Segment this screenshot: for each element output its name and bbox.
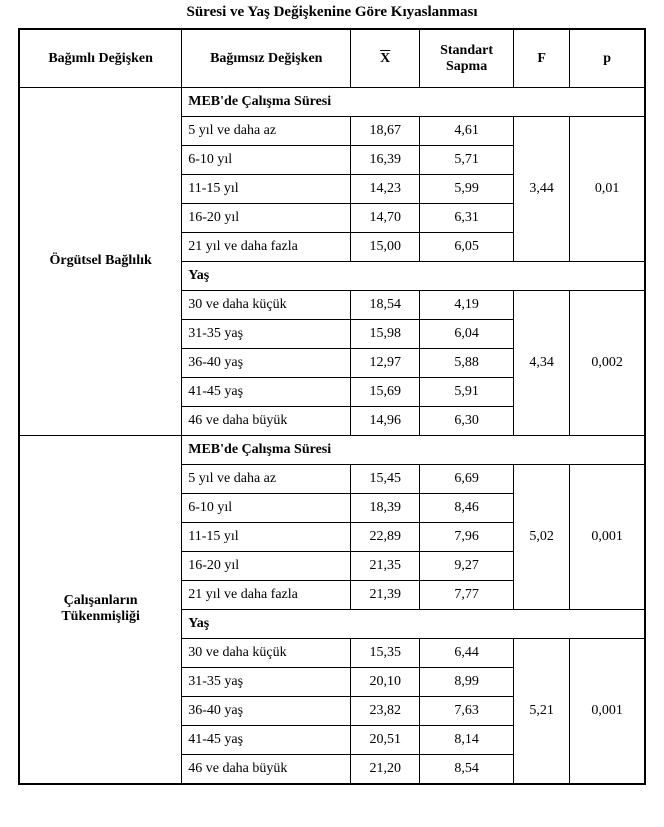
sd-cell: 4,61	[420, 116, 514, 145]
sd-cell: 6,44	[420, 638, 514, 667]
table-body: Örgütsel BağlılıkMEB'de Çalışma Süresi5 …	[19, 87, 645, 784]
header-row: Bağımlı Değişken Bağımsız Değişken X Sta…	[19, 29, 645, 87]
mean-cell: 18,54	[351, 290, 420, 319]
mean-cell: 20,10	[351, 667, 420, 696]
hdr-sd: Standart Sapma	[420, 29, 514, 87]
mean-cell: 20,51	[351, 725, 420, 754]
mean-cell: 21,20	[351, 754, 420, 784]
p-cell: 0,01	[570, 116, 645, 261]
sd-cell: 8,99	[420, 667, 514, 696]
category-cell: 16-20 yıl	[182, 203, 351, 232]
mean-cell: 22,89	[351, 522, 420, 551]
F-cell: 5,21	[514, 638, 570, 784]
category-cell: 41-45 yaş	[182, 377, 351, 406]
mean-cell: 18,67	[351, 116, 420, 145]
title-line-1: Süresi ve Yaş Değişkenine Göre Kıyaslanm…	[187, 4, 478, 20]
sd-cell: 4,19	[420, 290, 514, 319]
sd-cell: 8,46	[420, 493, 514, 522]
table-head: Bağımlı Değişken Bağımsız Değişken X Sta…	[19, 29, 645, 87]
block-label-cell: Yaş	[182, 261, 645, 290]
category-cell: 5 yıl ve daha az	[182, 116, 351, 145]
hdr-p: p	[570, 29, 645, 87]
category-cell: 31-35 yaş	[182, 319, 351, 348]
xbar-symbol: X	[379, 51, 391, 67]
p-cell: 0,001	[570, 638, 645, 784]
sd-cell: 9,27	[420, 551, 514, 580]
F-cell: 3,44	[514, 116, 570, 261]
block-label-cell: MEB'de Çalışma Süresi	[182, 435, 645, 464]
mean-cell: 21,39	[351, 580, 420, 609]
category-cell: 30 ve daha küçük	[182, 638, 351, 667]
mean-cell: 16,39	[351, 145, 420, 174]
category-cell: 11-15 yıl	[182, 174, 351, 203]
sd-cell: 5,71	[420, 145, 514, 174]
category-cell: 41-45 yaş	[182, 725, 351, 754]
sd-cell: 7,77	[420, 580, 514, 609]
mean-cell: 14,23	[351, 174, 420, 203]
sd-cell: 8,54	[420, 754, 514, 784]
block-label-cell: MEB'de Çalışma Süresi	[182, 87, 645, 116]
hdr-depvar: Bağımlı Değişken	[19, 29, 182, 87]
sd-cell: 5,99	[420, 174, 514, 203]
hdr-indepvar: Bağımsız Değişken	[182, 29, 351, 87]
table-title: Süresi ve Yaş Değişkenine Göre Kıyaslanm…	[18, 2, 646, 22]
p-cell: 0,001	[570, 464, 645, 609]
sd-cell: 6,05	[420, 232, 514, 261]
category-cell: 5 yıl ve daha az	[182, 464, 351, 493]
category-cell: 36-40 yaş	[182, 696, 351, 725]
section-row: Örgütsel BağlılıkMEB'de Çalışma Süresi	[19, 87, 645, 116]
block-label-cell: Yaş	[182, 609, 645, 638]
sd-cell: 5,91	[420, 377, 514, 406]
category-cell: 21 yıl ve daha fazla	[182, 580, 351, 609]
mean-cell: 12,97	[351, 348, 420, 377]
anova-table: Bağımlı Değişken Bağımsız Değişken X Sta…	[18, 28, 646, 785]
category-cell: 31-35 yaş	[182, 667, 351, 696]
category-cell: 6-10 yıl	[182, 145, 351, 174]
mean-cell: 15,45	[351, 464, 420, 493]
category-cell: 46 ve daha büyük	[182, 406, 351, 435]
category-cell: 6-10 yıl	[182, 493, 351, 522]
mean-cell: 15,69	[351, 377, 420, 406]
mean-cell: 21,35	[351, 551, 420, 580]
category-cell: 36-40 yaş	[182, 348, 351, 377]
sd-cell: 7,96	[420, 522, 514, 551]
sd-cell: 5,88	[420, 348, 514, 377]
mean-cell: 23,82	[351, 696, 420, 725]
mean-cell: 15,35	[351, 638, 420, 667]
category-cell: 21 yıl ve daha fazla	[182, 232, 351, 261]
sd-cell: 6,04	[420, 319, 514, 348]
F-cell: 5,02	[514, 464, 570, 609]
sd-cell: 6,30	[420, 406, 514, 435]
category-cell: 11-15 yıl	[182, 522, 351, 551]
depvar-cell: Çalışanların Tükenmişliği	[19, 435, 182, 784]
sd-cell: 6,31	[420, 203, 514, 232]
hdr-F: F	[514, 29, 570, 87]
sd-cell: 6,69	[420, 464, 514, 493]
mean-cell: 15,98	[351, 319, 420, 348]
page-root: Süresi ve Yaş Değişkenine Göre Kıyaslanm…	[0, 0, 664, 805]
category-cell: 16-20 yıl	[182, 551, 351, 580]
sd-cell: 8,14	[420, 725, 514, 754]
section-row: Çalışanların TükenmişliğiMEB'de Çalışma …	[19, 435, 645, 464]
category-cell: 46 ve daha büyük	[182, 754, 351, 784]
p-cell: 0,002	[570, 290, 645, 435]
sd-cell: 7,63	[420, 696, 514, 725]
depvar-cell: Örgütsel Bağlılık	[19, 87, 182, 435]
mean-cell: 14,96	[351, 406, 420, 435]
category-cell: 30 ve daha küçük	[182, 290, 351, 319]
F-cell: 4,34	[514, 290, 570, 435]
hdr-mean: X	[351, 29, 420, 87]
mean-cell: 14,70	[351, 203, 420, 232]
mean-cell: 18,39	[351, 493, 420, 522]
mean-cell: 15,00	[351, 232, 420, 261]
